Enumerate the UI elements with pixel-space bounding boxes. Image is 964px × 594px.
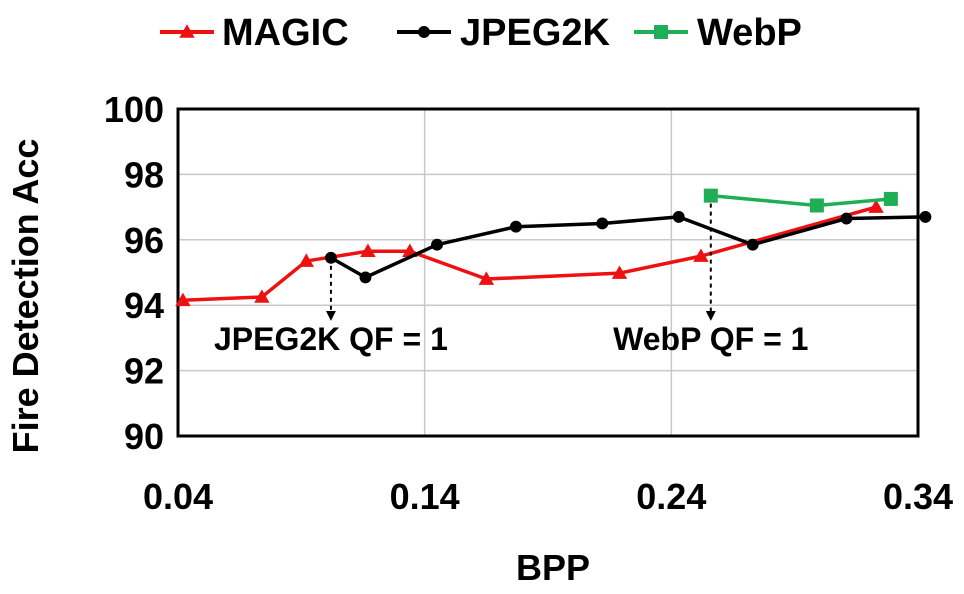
data-point-magic	[175, 292, 191, 307]
annotation-label: WebP QF = 1	[613, 321, 808, 357]
series-magic	[175, 199, 884, 307]
x-axis-label: BPP	[516, 547, 590, 588]
y-tick-label: 96	[124, 220, 164, 261]
series-webp	[703, 188, 898, 213]
y-tick-label: 92	[124, 351, 164, 392]
series-line-jpeg2k	[330, 215, 926, 280]
legend-label: JPEG2K	[460, 12, 611, 54]
plot-area	[176, 107, 920, 438]
annotation-label: JPEG2K QF = 1	[214, 321, 448, 357]
y-axis-ticks: 90 92 94 96 98 100	[104, 89, 164, 457]
data-point-jpeg2k	[746, 238, 759, 251]
data-point-webp	[809, 198, 824, 213]
x-tick-label: 0.04	[143, 476, 213, 517]
data-point-jpeg2k	[919, 210, 932, 223]
legend-item-jpeg2k: JPEG2K	[397, 12, 611, 54]
data-point-jpeg2k	[359, 271, 372, 284]
data-point-magic	[360, 243, 376, 258]
x-tick-label: 0.24	[636, 476, 706, 517]
data-point-jpeg2k	[431, 238, 443, 251]
y-tick-label: 94	[124, 285, 164, 326]
annotation-webp-qf-1: WebP QF = 1	[613, 203, 808, 357]
legend-label: MAGIC	[222, 12, 349, 54]
data-point-webp	[703, 188, 718, 203]
data-point-jpeg2k	[509, 220, 522, 233]
y-tick-label: 90	[124, 416, 164, 457]
data-point-webp	[883, 191, 898, 206]
data-point-magic	[611, 265, 628, 279]
x-tick-label: 0.14	[390, 476, 460, 517]
y-tick-label: 100	[104, 89, 164, 130]
series-jpeg2k	[324, 210, 932, 284]
legend-swatch-marker	[654, 25, 668, 39]
series-line-webp	[710, 193, 892, 208]
legend-item-webp: WebP	[634, 12, 802, 54]
grid-lines	[177, 108, 919, 437]
data-point-magic	[693, 248, 709, 262]
data-point-magic	[298, 253, 314, 267]
x-axis-ticks: 0.04 0.14 0.24 0.34	[143, 476, 953, 517]
data-point-jpeg2k	[596, 217, 609, 230]
series-layer	[175, 188, 932, 307]
series-line-magic	[182, 205, 877, 303]
y-tick-label: 98	[124, 154, 164, 195]
data-point-jpeg2k	[672, 210, 685, 223]
y-axis-label: Fire Detection Acc	[5, 139, 46, 454]
legend-swatch-marker	[179, 24, 195, 38]
legend-item-magic: MAGIC	[160, 12, 349, 54]
legend-swatch-marker	[418, 26, 430, 38]
annotation-layer: JPEG2K QF = 1 WebP QF = 1	[214, 203, 808, 357]
annotation-jpeg2k-qf-1: JPEG2K QF = 1	[214, 265, 448, 357]
data-point-magic	[478, 271, 495, 285]
data-point-magic	[868, 199, 884, 213]
data-point-magic	[254, 289, 270, 303]
data-point-jpeg2k	[840, 212, 853, 225]
x-tick-label: 0.34	[883, 476, 953, 517]
data-point-jpeg2k	[324, 251, 337, 264]
legend-label: WebP	[697, 12, 802, 54]
chart-legend: MAGIC JPEG2K WebP	[160, 12, 802, 54]
